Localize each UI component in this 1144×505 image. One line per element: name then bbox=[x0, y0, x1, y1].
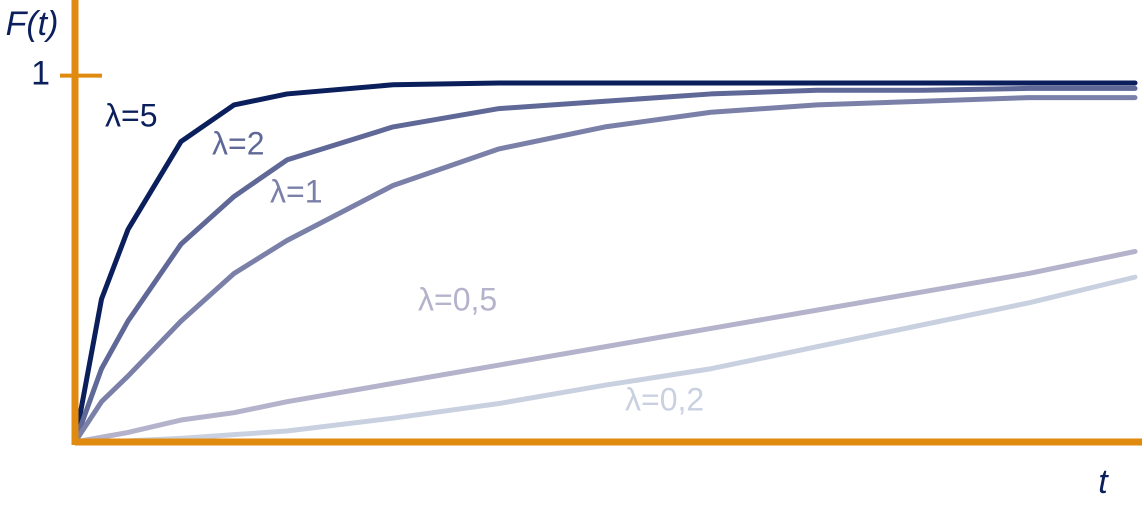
series-line bbox=[72, 248, 1138, 445]
series-label: λ=0,5 bbox=[418, 281, 497, 317]
series-label: λ=0,2 bbox=[625, 381, 704, 417]
y-tick-label: 1 bbox=[31, 55, 50, 93]
series-label: λ=5 bbox=[105, 97, 157, 133]
series-line bbox=[72, 80, 1138, 445]
x-axis-label: t bbox=[1098, 463, 1109, 500]
y-axis-label: F(t) bbox=[6, 5, 59, 43]
series-line bbox=[72, 85, 1138, 445]
series-label: λ=1 bbox=[270, 173, 322, 209]
series-label: λ=2 bbox=[212, 125, 264, 161]
series-line bbox=[72, 274, 1138, 445]
series-line bbox=[72, 95, 1138, 445]
